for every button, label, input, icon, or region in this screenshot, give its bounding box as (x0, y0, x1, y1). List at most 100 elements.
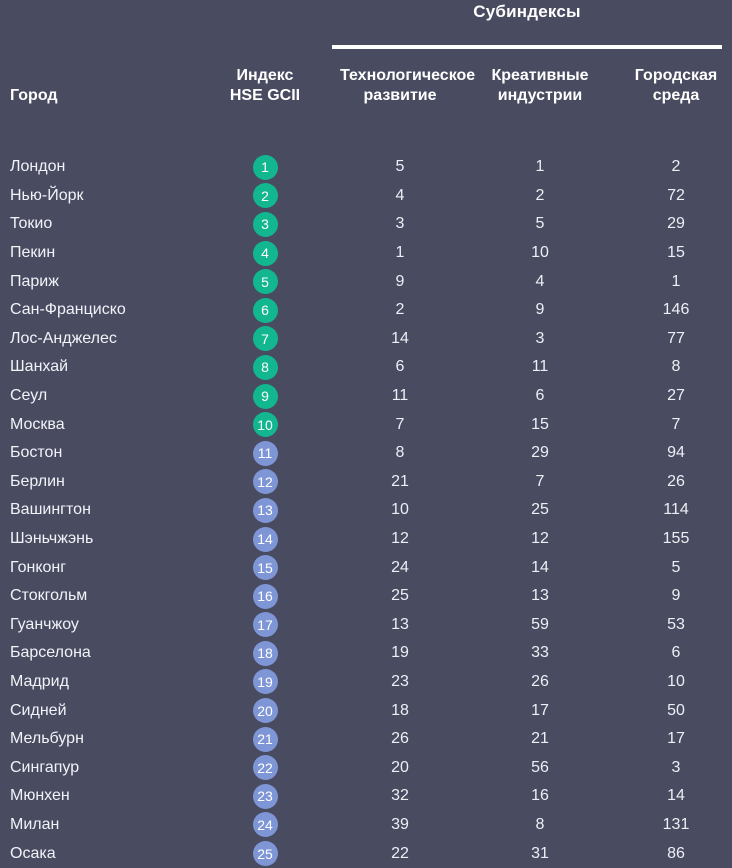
table-row: Шэньчжэнь 14 12 12 155 (0, 525, 732, 554)
rank-badge: 3 (252, 211, 278, 237)
rank-cell: 12 (190, 469, 340, 495)
rank-badge: 16 (252, 583, 278, 609)
creative-rank-value: 1 (535, 158, 545, 176)
tech-rank-value: 3 (395, 215, 405, 233)
rank-badge: 14 (252, 526, 278, 552)
rank-cell: 11 (190, 440, 340, 466)
tech-rank-value: 22 (391, 844, 409, 862)
rank-badge: 15 (252, 555, 278, 581)
city-name: Гонконг (10, 558, 67, 576)
urban-rank-value: 86 (667, 844, 685, 862)
city-name: Нью-Йорк (10, 186, 84, 204)
rank-cell: 17 (190, 612, 340, 638)
rank-cell: 1 (190, 154, 340, 180)
rank-cell: 14 (190, 526, 340, 552)
creative-rank-value: 7 (535, 472, 545, 490)
urban-rank-value: 29 (667, 215, 685, 233)
creative-rank-value: 13 (531, 587, 549, 605)
table-row: Осака 25 22 31 86 (0, 839, 732, 868)
creative-rank-value: 21 (531, 730, 549, 748)
urban-rank-value: 10 (667, 672, 685, 690)
table-row: Барселона 18 19 33 6 (0, 639, 732, 668)
rank-cell: 25 (190, 841, 340, 867)
rank-badge: 9 (252, 383, 278, 409)
rank-cell: 22 (190, 755, 340, 781)
creative-rank-value: 6 (535, 387, 545, 405)
rank-cell: 8 (190, 354, 340, 380)
city-name: Милан (10, 815, 60, 833)
rank-badge: 1 (252, 154, 278, 180)
urban-rank-value: 131 (662, 815, 690, 833)
urban-rank-value: 26 (667, 472, 685, 490)
rank-cell: 7 (190, 326, 340, 352)
table-row: Токио 3 3 5 29 (0, 210, 732, 239)
column-header-row: Город Индекс HSE GCII Технологическое ра… (0, 66, 732, 106)
column-header-index: Индекс HSE GCII (229, 67, 301, 104)
rank-badge: 7 (252, 326, 278, 352)
rank-badge: 17 (252, 612, 278, 638)
table-row: Париж 5 9 4 1 (0, 267, 732, 296)
rank-badge: 10 (252, 412, 278, 438)
city-name: Осака (10, 844, 56, 862)
creative-rank-value: 59 (531, 615, 549, 633)
rank-badge: 24 (252, 812, 278, 838)
rank-badge: 21 (252, 726, 278, 752)
creative-rank-value: 26 (531, 672, 549, 690)
creative-rank-value: 4 (535, 272, 545, 290)
urban-rank-value: 94 (667, 444, 685, 462)
city-name: Париж (10, 272, 59, 290)
table-row: Берлин 12 21 7 26 (0, 468, 732, 497)
urban-rank-value: 17 (667, 730, 685, 748)
table-row: Шанхай 8 6 11 8 (0, 353, 732, 382)
creative-rank-value: 8 (535, 815, 545, 833)
tech-rank-value: 13 (391, 615, 409, 633)
table-row: Вашингтон 13 10 25 114 (0, 496, 732, 525)
city-name: Шанхай (10, 358, 69, 376)
city-name: Вашингтон (10, 501, 91, 519)
table-row: Сидней 20 18 17 50 (0, 696, 732, 725)
urban-rank-value: 114 (663, 501, 689, 519)
creative-rank-value: 5 (535, 215, 545, 233)
city-name: Мюнхен (10, 787, 70, 805)
rank-cell: 16 (190, 583, 340, 609)
rank-cell: 24 (190, 812, 340, 838)
rank-badge: 4 (252, 240, 278, 266)
rank-badge: 5 (252, 269, 278, 295)
table-row: Гонконг 15 24 14 5 (0, 553, 732, 582)
urban-rank-value: 1 (671, 272, 681, 290)
creative-rank-value: 17 (531, 701, 549, 719)
rank-cell: 2 (190, 183, 340, 209)
tech-rank-value: 19 (391, 644, 409, 662)
city-name: Шэньчжэнь (10, 530, 94, 548)
city-name: Токио (10, 215, 53, 233)
tech-rank-value: 23 (391, 672, 409, 690)
table-row: Сеул 9 11 6 27 (0, 382, 732, 411)
tech-rank-value: 7 (395, 415, 405, 433)
urban-rank-value: 14 (667, 787, 685, 805)
rank-cell: 20 (190, 698, 340, 724)
city-name: Пекин (10, 244, 56, 262)
tech-rank-value: 20 (391, 758, 409, 776)
rank-cell: 18 (190, 640, 340, 666)
tech-rank-value: 4 (395, 186, 405, 204)
tech-rank-value: 39 (391, 815, 409, 833)
city-name: Лос-Анджелес (10, 329, 117, 347)
rank-cell: 13 (190, 497, 340, 523)
rank-cell: 21 (190, 726, 340, 752)
table-row: Гуанчжоу 17 13 59 53 (0, 611, 732, 640)
table-row: Мадрид 19 23 26 10 (0, 668, 732, 697)
urban-rank-value: 2 (671, 158, 681, 176)
column-header-city: Город (10, 87, 58, 104)
tech-rank-value: 9 (395, 272, 405, 290)
table-row: Мельбурн 21 26 21 17 (0, 725, 732, 754)
city-name: Лондон (10, 158, 66, 176)
tech-rank-value: 12 (391, 530, 409, 548)
creative-rank-value: 9 (535, 301, 545, 319)
rank-badge: 25 (252, 841, 278, 867)
urban-rank-value: 72 (667, 186, 685, 204)
urban-rank-value: 155 (662, 530, 690, 548)
creative-rank-value: 11 (531, 358, 549, 376)
creative-rank-value: 2 (535, 186, 545, 204)
rank-badge: 11 (252, 440, 278, 466)
tech-rank-value: 5 (395, 158, 405, 176)
